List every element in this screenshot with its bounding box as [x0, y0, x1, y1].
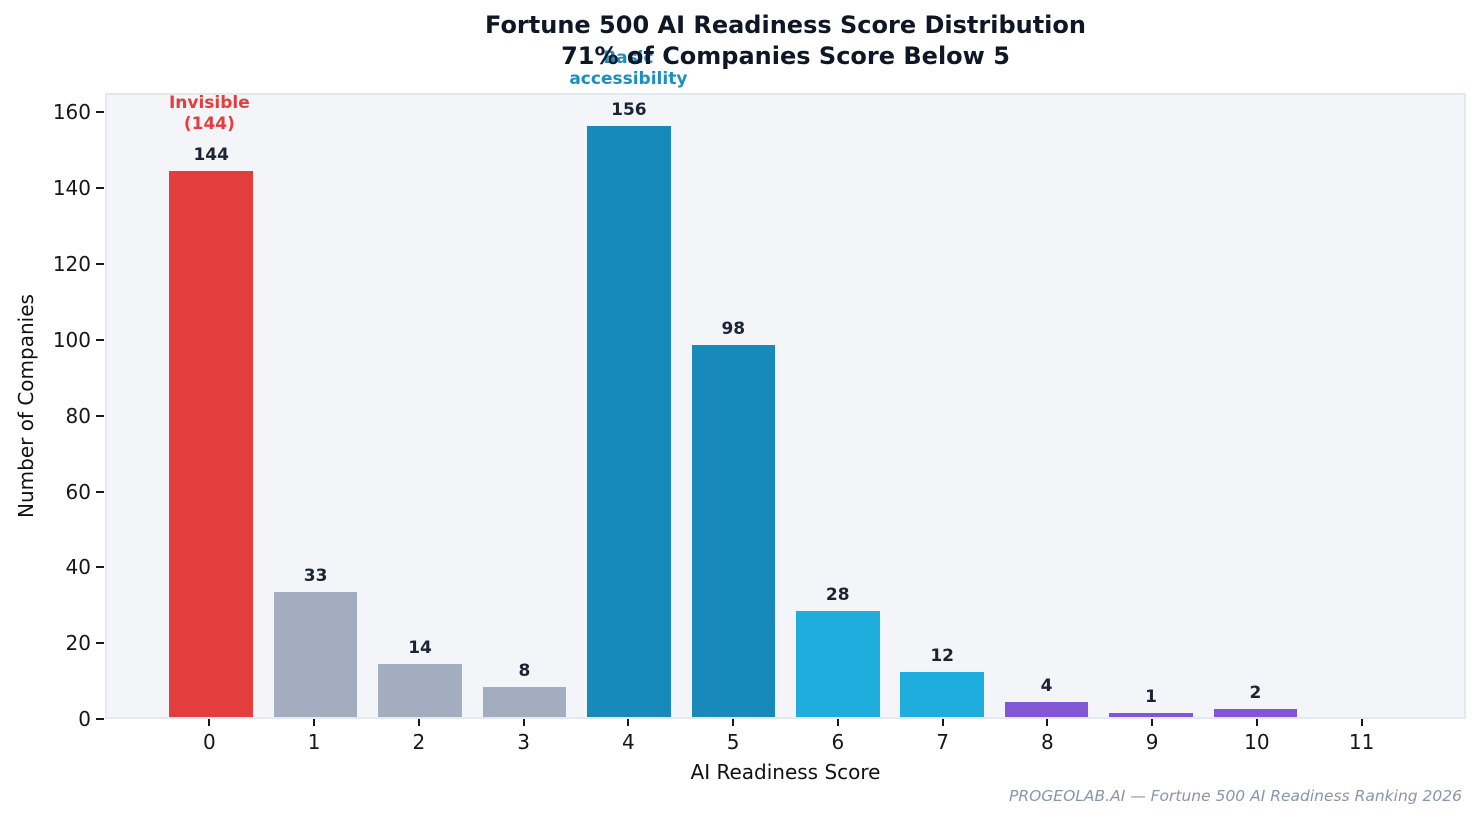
bar-slot-8: 4: [994, 95, 1098, 717]
x-tick-8: 8: [995, 719, 1100, 754]
bar-value-label: 14: [408, 637, 432, 658]
y-tick-40: 40: [66, 555, 104, 579]
x-tick-11: 11: [1309, 719, 1414, 754]
x-axis-label: AI Readiness Score: [690, 760, 881, 784]
y-tick-100: 100: [53, 328, 104, 352]
x-tick-4: 4: [576, 719, 681, 754]
x-tick-10: 10: [1205, 719, 1310, 754]
bar-score-5: [691, 345, 776, 717]
annotation-basic-accessibility: Basic accessibility: [569, 48, 687, 90]
bar-score-9: [1109, 713, 1193, 717]
bar-slot-0: 144: [159, 95, 263, 717]
bar-slot-11: [1308, 95, 1412, 717]
bar-score-7: [900, 671, 984, 717]
bar-score-4: [587, 125, 671, 717]
y-tick-120: 120: [53, 252, 104, 276]
bar-slot-2: 14: [368, 95, 472, 717]
bar-slot-4: 156: [577, 95, 681, 717]
x-tick-9: 9: [1100, 719, 1205, 754]
x-tick-0: 0: [157, 719, 262, 754]
x-tick-7: 7: [890, 719, 995, 754]
y-tick-60: 60: [66, 480, 104, 504]
chart-title: Fortune 500 AI Readiness Score Distribut…: [485, 11, 1086, 39]
bar-value-label: 12: [930, 645, 954, 666]
x-tick-6: 6: [786, 719, 891, 754]
bar-value-label: 4: [1040, 675, 1053, 696]
bar-value-label: 8: [518, 660, 531, 681]
bar-value-label: 2: [1249, 683, 1262, 704]
bar-score-1: [273, 591, 358, 717]
x-tick-5: 5: [681, 719, 786, 754]
bar-score-0: [169, 171, 253, 717]
bar-score-8: [1004, 701, 1089, 717]
bars-container: 144 33 14 8 156 98 28 12 4 1 2: [107, 95, 1464, 717]
annotation-line: accessibility: [569, 68, 688, 89]
y-tick-80: 80: [66, 404, 104, 428]
y-tick-20: 20: [66, 631, 104, 655]
bar-slot-6: 28: [786, 95, 890, 717]
bar-slot-3: 8: [472, 95, 576, 717]
y-tick-0: 0: [78, 707, 104, 731]
bar-value-label: 98: [721, 319, 746, 340]
y-tick-160: 160: [53, 100, 104, 124]
bar-value-label: 1: [1145, 687, 1157, 708]
bar-slot-1: 33: [263, 95, 367, 717]
chart-title-block: Fortune 500 AI Readiness Score Distribut…: [105, 10, 1466, 72]
bar-slot-5: 98: [681, 95, 785, 717]
annotation-line: Invisible: [168, 93, 250, 114]
x-axis-ticks: 0 1 2 3 4 5 6 7 8 9 10 11: [105, 719, 1466, 754]
x-tick-2: 2: [367, 719, 472, 754]
chart-subtitle: 71% of Companies Score Below 5: [561, 42, 1010, 70]
bar-slot-9: 1: [1099, 95, 1203, 717]
annotation-invisible: Invisible (144): [169, 93, 250, 135]
bar-slot-10: 2: [1203, 95, 1307, 717]
bar-value-label: 28: [825, 584, 850, 605]
bar-score-3: [482, 686, 567, 717]
x-tick-3: 3: [471, 719, 576, 754]
y-tick-140: 140: [53, 176, 104, 200]
annotation-line: (144): [183, 114, 235, 135]
bar-value-label: 33: [303, 565, 328, 586]
x-tick-1: 1: [262, 719, 367, 754]
bar-score-6: [795, 610, 880, 717]
y-axis-ticks: 0 20 40 60 80 100 120 140 160: [0, 93, 104, 731]
bar-value-label: 144: [193, 145, 229, 166]
annotation-line: Basic: [603, 47, 654, 68]
bar-value-label: 156: [611, 99, 647, 120]
bar-score-2: [378, 663, 462, 717]
source-attribution: PROGEOLAB.AI — Fortune 500 AI Readiness …: [1008, 787, 1462, 805]
plot-area: 144 33 14 8 156 98 28 12 4 1 2: [105, 93, 1466, 719]
bar-score-10: [1213, 709, 1298, 717]
bar-slot-7: 12: [890, 95, 994, 717]
